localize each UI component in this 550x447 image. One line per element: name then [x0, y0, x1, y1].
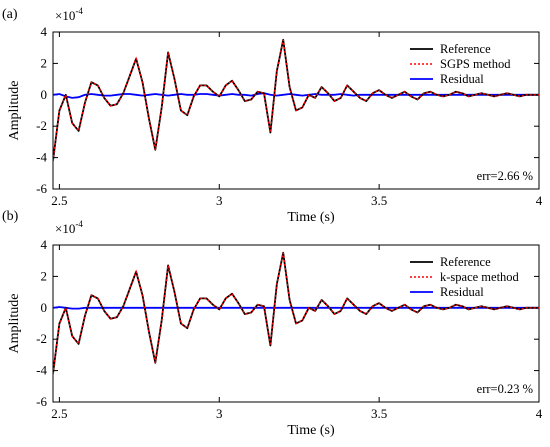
exponent-label: ×10-4 [55, 6, 83, 23]
plot-area [52, 31, 540, 190]
y-tick-label: -6 [36, 181, 47, 196]
y-tick-label: 4 [41, 237, 48, 252]
svg-text:Reference: Reference [440, 42, 491, 56]
x-tick-label: 4 [536, 193, 543, 208]
y-axis-label: Amplitude [7, 81, 22, 141]
y-tick-label: -4 [36, 363, 47, 378]
panel-label: (a) [2, 7, 18, 22]
series-line-residual [53, 92, 539, 99]
legend: Reference k-space method Residual [410, 255, 520, 299]
x-tick-label: 3.5 [371, 406, 387, 421]
x-tick-label: 3.5 [371, 193, 387, 208]
series-line-method [53, 252, 539, 374]
y-tick-label: 0 [41, 87, 48, 102]
x-tick-label: 2.5 [51, 406, 67, 421]
plot-frame [52, 31, 540, 190]
y-tick-label: -2 [36, 118, 47, 133]
y-axis-label: Amplitude [7, 294, 22, 354]
x-tick-label: 2.5 [51, 193, 67, 208]
chart-panel-b: (b) ×10-4 4 2 0 -2 -4 -6 2.5 3 3.5 4 Amplitude T… [2, 209, 543, 438]
svg-text:Residual: Residual [440, 72, 484, 86]
x-tick-label: 3 [216, 193, 223, 208]
legend-item-method: SGPS method [410, 57, 511, 71]
svg-text:Residual: Residual [440, 285, 484, 299]
y-tick-label: 0 [41, 300, 48, 315]
legend-item-residual: Residual [410, 285, 484, 299]
exponent-label: ×10-4 [55, 219, 83, 236]
chart-panel-a: (a) ×10-4 4 2 0 -2 -4 -6 2.5 3 3.5 4 Amplitude T… [2, 6, 543, 225]
x-axis-label: Time (s) [287, 423, 335, 438]
y-tick-label: 4 [41, 24, 48, 39]
y-tick-label: -2 [36, 331, 47, 346]
plot-frame [52, 244, 540, 403]
x-axis-label: Time (s) [287, 210, 335, 225]
y-tick-label: -6 [36, 394, 47, 409]
legend: Reference SGPS method Residual [410, 42, 511, 86]
series-line-residual [53, 306, 539, 310]
panel-label: (b) [2, 209, 19, 224]
x-tick-label: 3 [216, 406, 223, 421]
svg-text:k-space method: k-space method [440, 270, 520, 284]
error-annotation: err=2.66 % [477, 169, 533, 183]
legend-item-method: k-space method [410, 270, 520, 284]
y-tick-label: 2 [41, 268, 48, 283]
svg-text:SGPS method: SGPS method [440, 57, 511, 71]
error-annotation: err=0.23 % [477, 382, 533, 396]
legend-item-residual: Residual [410, 72, 484, 86]
legend-item-reference: Reference [410, 255, 491, 269]
y-tick-label: 2 [41, 55, 48, 70]
svg-text:Reference: Reference [440, 255, 491, 269]
x-tick-label: 4 [536, 406, 543, 421]
plot-area [52, 244, 540, 403]
y-tick-label: -4 [36, 150, 47, 165]
legend-item-reference: Reference [410, 42, 491, 56]
series-line-method [53, 39, 539, 161]
